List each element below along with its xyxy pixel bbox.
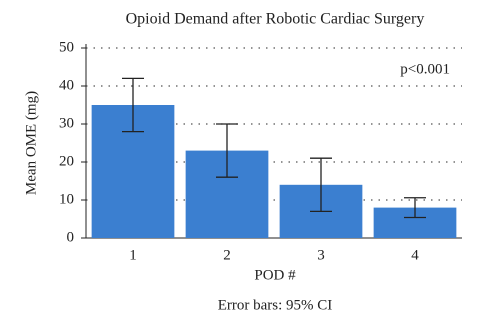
y-axis-label: Mean OME (mg): [23, 91, 39, 195]
y-tick-label: 0: [67, 229, 75, 245]
error-bar: [404, 197, 426, 219]
x-tick-label: 1: [129, 247, 137, 263]
y-tick-label: 10: [59, 191, 74, 207]
error-bar: [216, 123, 238, 178]
footnote: Error bars: 95% CI: [218, 297, 333, 313]
y-tick-label: 50: [59, 39, 74, 55]
error-bar: [310, 157, 332, 213]
chart-title: Opioid Demand after Robotic Cardiac Surg…: [126, 11, 425, 28]
y-tick-label: 40: [59, 77, 74, 93]
annotation: p<0.001: [400, 61, 450, 77]
x-tick-label: 2: [223, 247, 231, 263]
y-tick-label: 20: [59, 153, 74, 169]
x-tick-label: 3: [317, 247, 325, 263]
error-bar: [122, 77, 144, 133]
y-tick-label: 30: [59, 115, 74, 131]
x-tick-label: 4: [411, 247, 419, 263]
x-axis-label: POD #: [254, 267, 296, 283]
